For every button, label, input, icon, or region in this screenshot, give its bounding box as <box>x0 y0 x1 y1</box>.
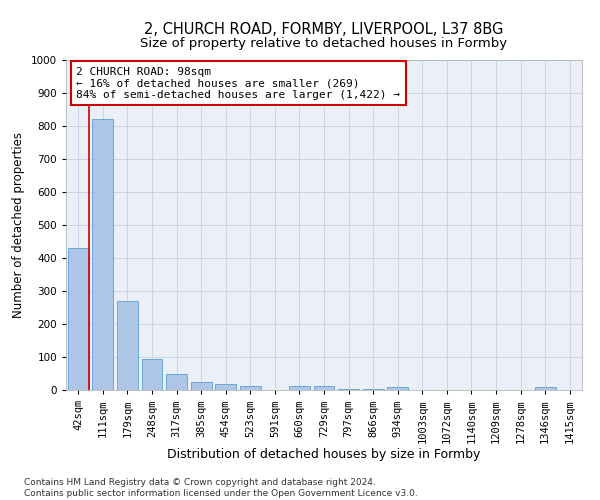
Y-axis label: Number of detached properties: Number of detached properties <box>12 132 25 318</box>
Bar <box>191 382 212 390</box>
Bar <box>535 386 556 390</box>
Text: 2, CHURCH ROAD, FORMBY, LIVERPOOL, L37 8BG: 2, CHURCH ROAD, FORMBY, LIVERPOOL, L37 8… <box>145 22 503 38</box>
Bar <box>314 386 334 390</box>
Bar <box>68 248 89 390</box>
Bar <box>166 374 187 390</box>
Bar <box>117 301 138 390</box>
Text: 2 CHURCH ROAD: 98sqm
← 16% of detached houses are smaller (269)
84% of semi-deta: 2 CHURCH ROAD: 98sqm ← 16% of detached h… <box>76 66 400 100</box>
Text: Contains HM Land Registry data © Crown copyright and database right 2024.
Contai: Contains HM Land Registry data © Crown c… <box>24 478 418 498</box>
Text: Size of property relative to detached houses in Formby: Size of property relative to detached ho… <box>140 38 508 51</box>
Bar <box>240 386 261 390</box>
Bar <box>142 360 163 390</box>
Bar <box>387 386 408 390</box>
Bar <box>289 386 310 390</box>
X-axis label: Distribution of detached houses by size in Formby: Distribution of detached houses by size … <box>167 448 481 462</box>
Bar <box>215 384 236 390</box>
Bar <box>92 120 113 390</box>
